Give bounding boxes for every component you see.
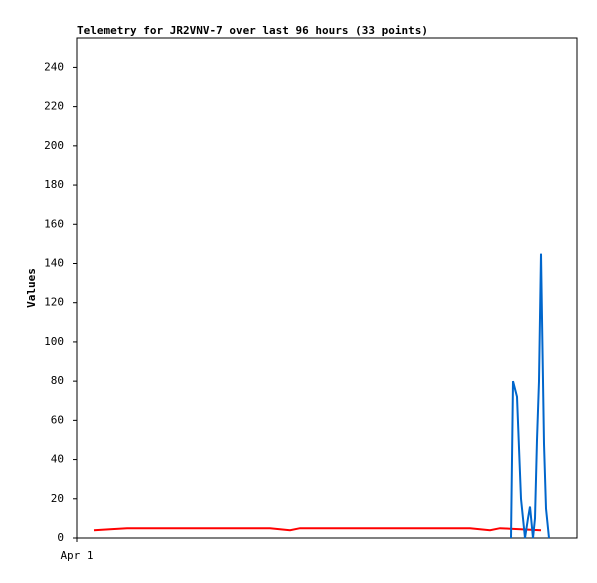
- y-tick-label: 120: [44, 296, 64, 309]
- y-tick-label: 60: [51, 413, 64, 426]
- x-tick-label: Apr 1: [60, 549, 93, 562]
- y-tick-label: 100: [44, 335, 64, 348]
- y-tick-label: 160: [44, 217, 64, 230]
- y-tick-label: 200: [44, 139, 64, 152]
- y-tick-label: 20: [51, 492, 64, 505]
- y-tick-label: 140: [44, 256, 64, 269]
- y-tick-label: 0: [57, 531, 64, 544]
- plot-frame: [76, 37, 578, 539]
- series-line: [510, 253, 550, 539]
- y-tick-label: 80: [51, 374, 64, 387]
- series-line: [93, 527, 542, 532]
- y-tick-label: 180: [44, 178, 64, 191]
- y-tick-label: 240: [44, 60, 64, 73]
- chart-title: Telemetry for JR2VNV-7 over last 96 hour…: [77, 24, 428, 37]
- y-axis-label: Values: [25, 268, 38, 308]
- y-tick-label: 220: [44, 100, 64, 113]
- y-tick-label: 40: [51, 453, 64, 466]
